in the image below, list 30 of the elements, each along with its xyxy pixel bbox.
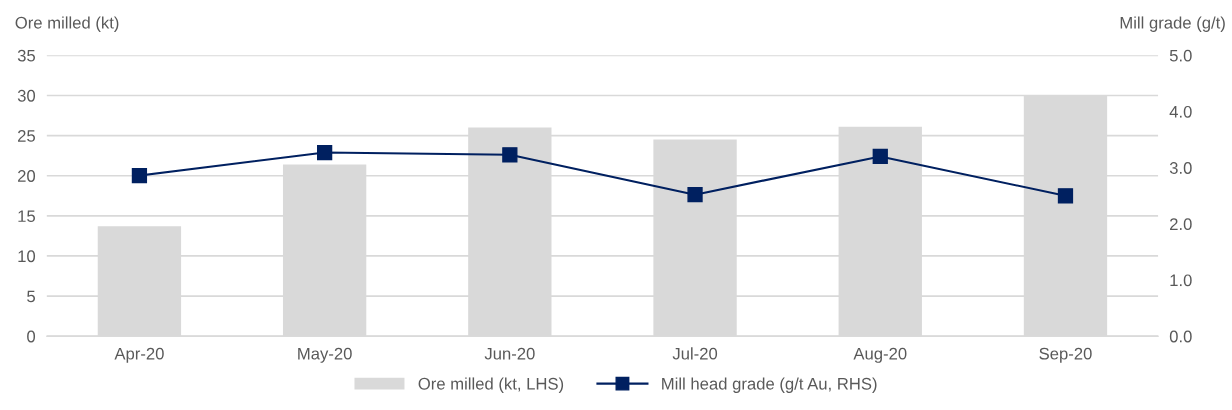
y2-tick-label: 4.0: [1169, 105, 1192, 118]
y-tick-label: 15: [18, 210, 36, 223]
y2-tick-label: 2.0: [1170, 218, 1192, 231]
y2-tick-label: 0.0: [1169, 330, 1192, 343]
x-tick-label: Apr-20: [114, 347, 164, 363]
point: [687, 187, 703, 203]
legend-label: Ore milled (kt, LHS): [418, 377, 564, 393]
y2-tick-label: 5.0: [1169, 49, 1192, 62]
x-tick-label: Sep-20: [1039, 347, 1092, 363]
y2-tick-label: 3.0: [1169, 162, 1192, 174]
point: [316, 144, 333, 161]
point: [872, 148, 888, 165]
x-tick-label: Aug-20: [853, 347, 907, 363]
y2-tick-label: 1.0: [1170, 274, 1192, 287]
y-tick-label: 10: [18, 250, 36, 263]
y2-axis-title: Mill grade (g/t): [1120, 16, 1225, 32]
y-tick-label: 25: [18, 129, 36, 142]
y-axis-title: Ore milled (kt): [15, 16, 119, 32]
y-tick-label: 20: [18, 170, 36, 182]
y-tick-label: 5: [27, 290, 36, 303]
x-tick-label: Jun-20: [484, 347, 535, 360]
x-tick-label: Jul-20: [672, 347, 718, 360]
legend-label: Mill head grade (g/t Au, RHS): [662, 377, 877, 393]
x-tick-label: May-20: [298, 347, 352, 363]
point: [502, 147, 518, 163]
point: [1057, 188, 1074, 204]
y-tick-label: 30: [17, 89, 36, 102]
y-tick-label: 0: [27, 330, 36, 343]
y-tick-label: 35: [17, 49, 36, 62]
point: [131, 167, 148, 184]
